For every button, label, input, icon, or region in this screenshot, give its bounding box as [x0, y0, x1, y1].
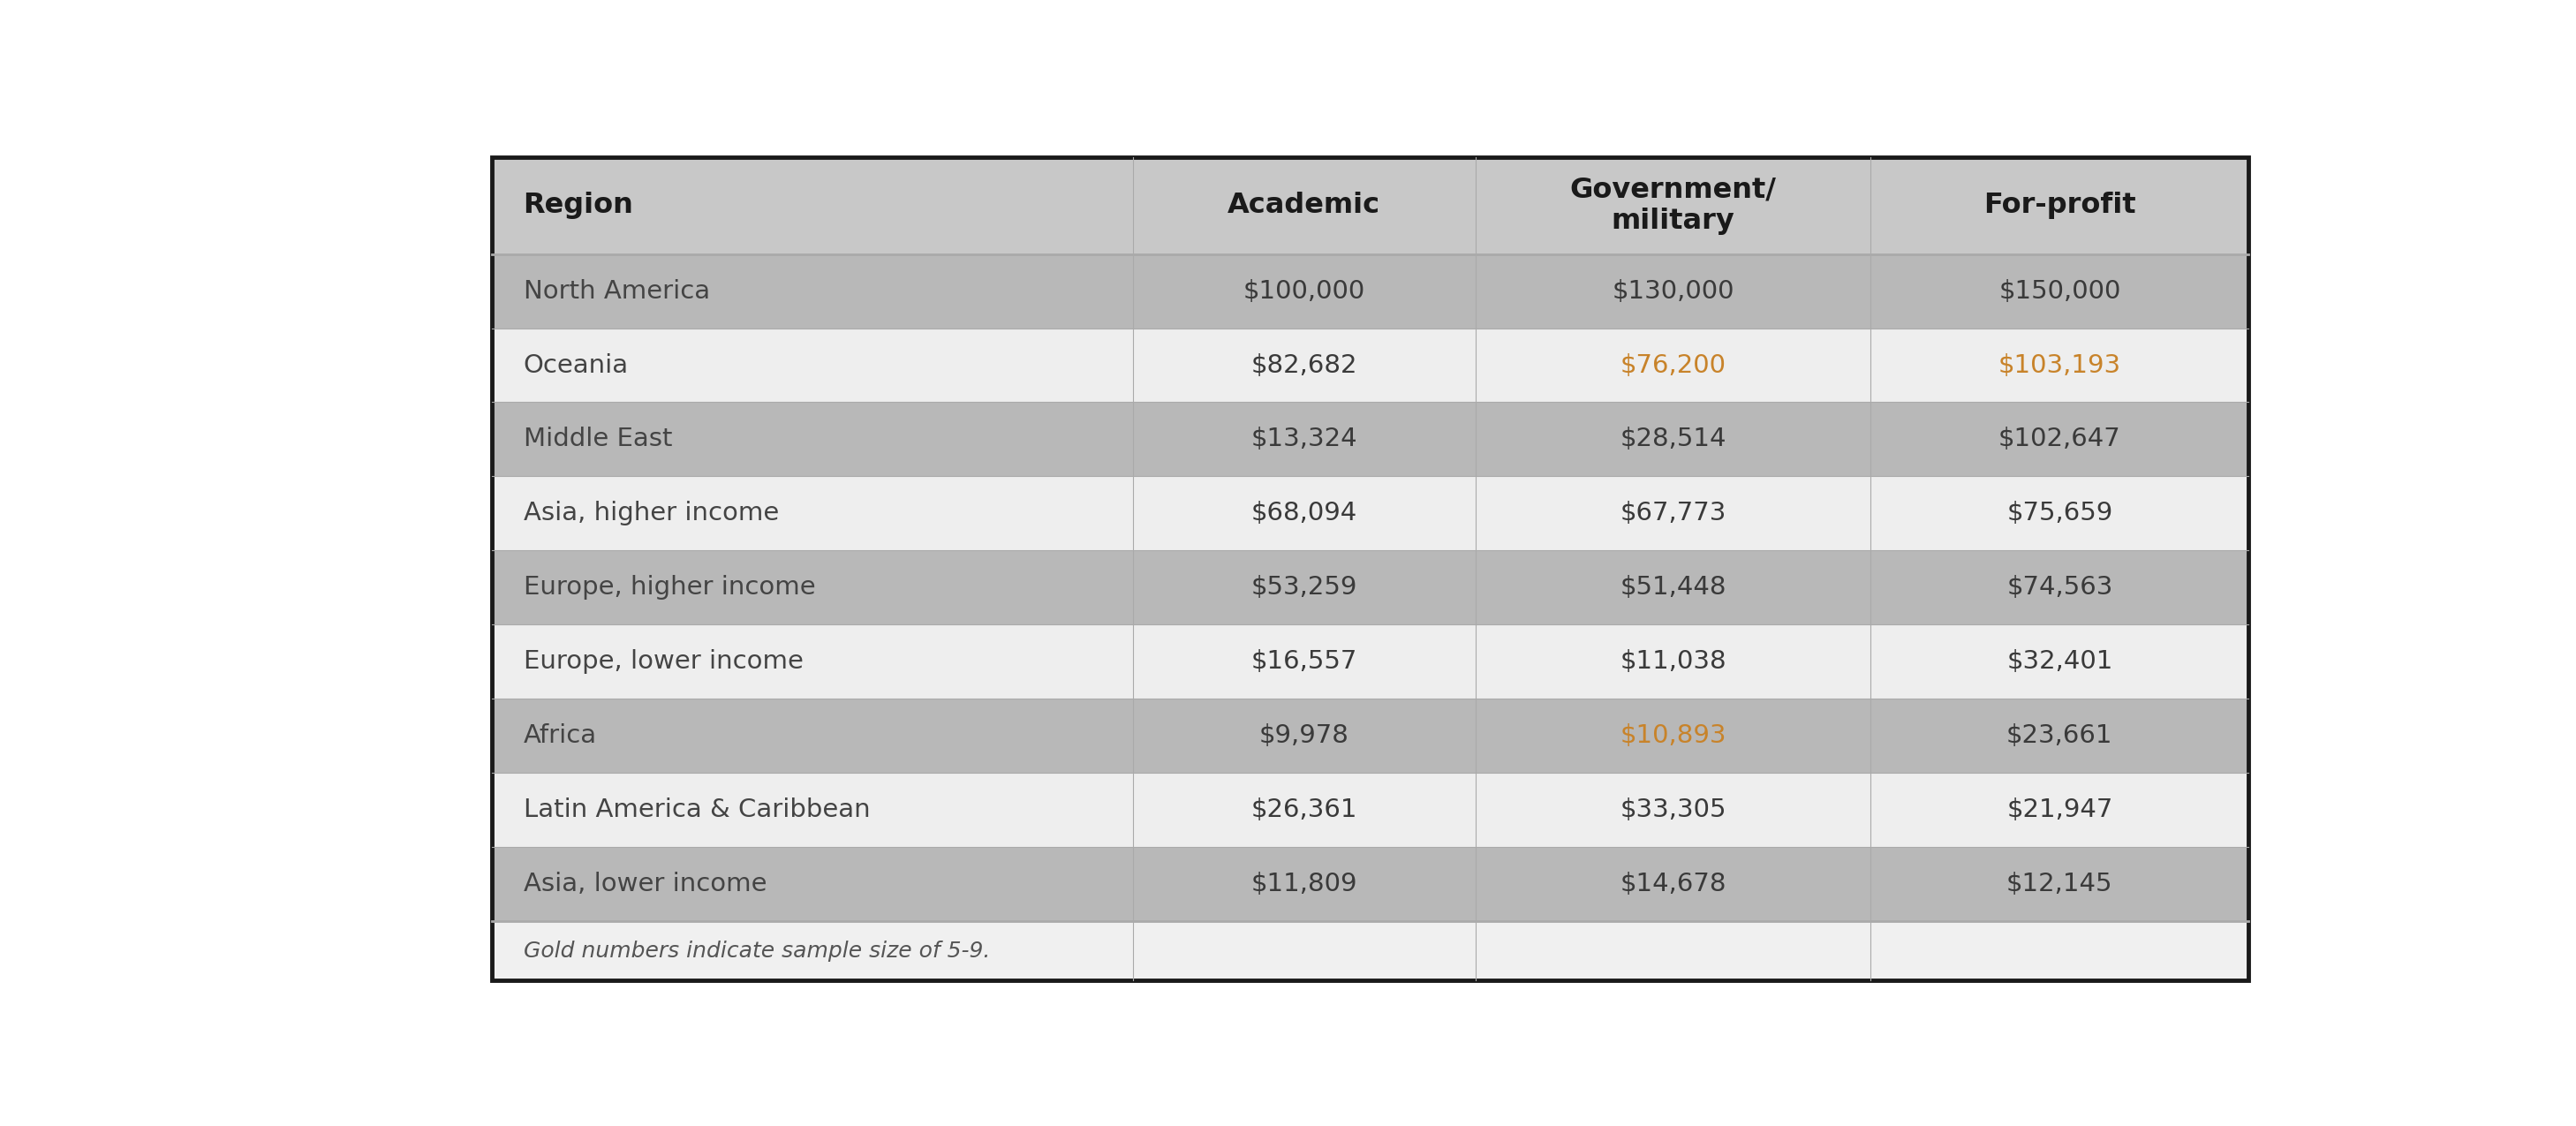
- Bar: [492, 551, 2249, 625]
- Text: $9,978: $9,978: [1260, 724, 1350, 748]
- Text: Middle East: Middle East: [523, 427, 672, 452]
- Text: $28,514: $28,514: [1620, 427, 1726, 452]
- Bar: [492, 772, 2249, 847]
- Text: $102,647: $102,647: [1999, 427, 2120, 452]
- Text: Government/
military: Government/ military: [1569, 176, 1777, 235]
- Text: $76,200: $76,200: [1620, 352, 1726, 377]
- Text: $11,809: $11,809: [1252, 872, 1358, 896]
- Text: $68,094: $68,094: [1252, 501, 1358, 526]
- Bar: [492, 921, 2249, 981]
- Bar: [492, 157, 2249, 254]
- Text: $26,361: $26,361: [1252, 797, 1358, 822]
- Text: $150,000: $150,000: [1999, 279, 2120, 303]
- Text: $12,145: $12,145: [2007, 872, 2112, 896]
- Text: Gold numbers indicate sample size of 5-9.: Gold numbers indicate sample size of 5-9…: [523, 940, 989, 962]
- Text: $32,401: $32,401: [2007, 650, 2112, 674]
- Text: $16,557: $16,557: [1252, 650, 1358, 674]
- Bar: [492, 699, 2249, 772]
- Text: $67,773: $67,773: [1620, 501, 1726, 526]
- Text: $10,893: $10,893: [1620, 724, 1726, 748]
- Text: $13,324: $13,324: [1252, 427, 1358, 452]
- Bar: [492, 157, 2249, 981]
- Text: Europe, higher income: Europe, higher income: [523, 575, 814, 600]
- Text: Academic: Academic: [1229, 191, 1381, 220]
- Text: North America: North America: [523, 279, 711, 303]
- Text: $130,000: $130,000: [1613, 279, 1734, 303]
- Text: Latin America & Caribbean: Latin America & Caribbean: [523, 797, 871, 822]
- Text: $100,000: $100,000: [1244, 279, 1365, 303]
- Text: $11,038: $11,038: [1620, 650, 1726, 674]
- Text: $23,661: $23,661: [2007, 724, 2112, 748]
- Bar: [492, 402, 2249, 476]
- Text: For-profit: For-profit: [1984, 191, 2136, 220]
- Bar: [492, 625, 2249, 699]
- Text: Oceania: Oceania: [523, 352, 629, 377]
- Text: $21,947: $21,947: [2007, 797, 2112, 822]
- Text: Region: Region: [523, 191, 634, 220]
- Text: $33,305: $33,305: [1620, 797, 1726, 822]
- Text: $51,448: $51,448: [1620, 575, 1726, 600]
- Text: Asia, lower income: Asia, lower income: [523, 872, 768, 896]
- Text: $74,563: $74,563: [2007, 575, 2112, 600]
- Bar: [492, 847, 2249, 921]
- Text: Europe, lower income: Europe, lower income: [523, 650, 804, 674]
- Bar: [492, 328, 2249, 402]
- Text: $103,193: $103,193: [1999, 352, 2120, 377]
- Text: Africa: Africa: [523, 724, 598, 748]
- Text: $75,659: $75,659: [2007, 501, 2112, 526]
- Text: Asia, higher income: Asia, higher income: [523, 501, 778, 526]
- Bar: [492, 476, 2249, 551]
- Text: $14,678: $14,678: [1620, 872, 1726, 896]
- Text: $82,682: $82,682: [1252, 352, 1358, 377]
- Text: $53,259: $53,259: [1252, 575, 1358, 600]
- Bar: [492, 254, 2249, 328]
